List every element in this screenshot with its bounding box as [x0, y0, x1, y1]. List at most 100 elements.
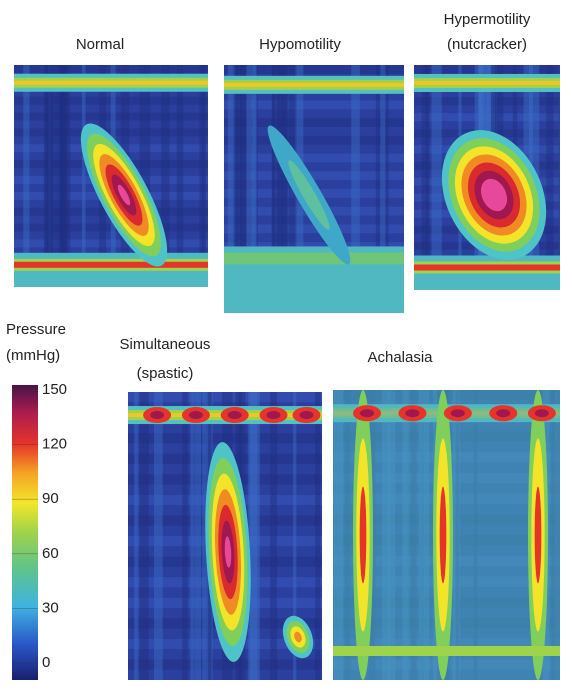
texture — [14, 239, 208, 248]
colorbar-tick-label: 120 — [42, 436, 67, 453]
texture — [224, 135, 404, 145]
band — [14, 80, 208, 85]
manometry-plot — [14, 65, 208, 287]
colorbar-tick-label: 60 — [42, 545, 59, 562]
texture — [139, 65, 151, 287]
texture — [199, 65, 204, 287]
band — [224, 82, 404, 87]
pressure-contour — [534, 409, 549, 418]
pressure-contour — [117, 184, 131, 206]
texture — [351, 65, 360, 313]
texture — [315, 392, 321, 680]
pressure-contour — [227, 411, 242, 420]
texture — [224, 224, 404, 234]
texture — [272, 65, 283, 313]
colorbar-tick-label: 90 — [42, 490, 59, 507]
texture — [14, 223, 208, 232]
panel-title: (spastic) — [137, 365, 194, 382]
texture — [224, 118, 404, 127]
texture — [43, 65, 53, 287]
texture — [48, 65, 52, 287]
texture — [194, 392, 202, 680]
texture — [271, 65, 275, 313]
band — [414, 264, 560, 271]
texture — [254, 65, 258, 313]
pressure-contour — [487, 186, 501, 204]
texture — [224, 65, 404, 74]
texture — [381, 65, 389, 313]
texture — [239, 65, 246, 313]
texture — [57, 65, 65, 287]
pressure-contour — [294, 631, 302, 643]
texture — [224, 171, 404, 181]
pressure-contour — [439, 486, 447, 584]
texture — [270, 392, 278, 680]
texture — [202, 65, 207, 287]
texture — [23, 65, 30, 287]
band — [14, 261, 208, 268]
texture — [246, 65, 256, 313]
pressure-contour — [360, 409, 375, 418]
texture — [421, 65, 428, 290]
panel-title: Normal — [76, 36, 124, 53]
texture — [60, 65, 71, 287]
colorbar-title: (mmHg) — [6, 347, 60, 364]
texture — [558, 65, 560, 290]
panel-title: Achalasia — [367, 349, 433, 366]
panel-title: Hypermotility — [444, 11, 531, 28]
texture — [182, 392, 188, 680]
texture — [380, 65, 386, 313]
texture — [249, 392, 260, 680]
colorbar-tick-label: 30 — [42, 599, 59, 616]
panel-title: Simultaneous — [120, 336, 211, 353]
texture — [134, 392, 139, 680]
texture — [253, 65, 257, 313]
texture — [224, 100, 404, 110]
pressure-contour — [359, 486, 367, 584]
pressure-contour — [450, 409, 465, 418]
texture — [227, 65, 236, 313]
texture — [47, 65, 58, 287]
texture — [375, 65, 380, 313]
colorbar-tick-label: 0 — [42, 654, 50, 671]
band — [333, 646, 560, 656]
texture — [128, 433, 322, 444]
manometry-plot — [224, 65, 404, 313]
manometry-plot — [333, 390, 560, 680]
texture — [233, 65, 239, 313]
texture — [282, 65, 289, 313]
texture — [44, 65, 53, 287]
texture — [14, 65, 208, 73]
texture — [139, 392, 149, 680]
texture — [277, 65, 287, 313]
texture — [431, 65, 442, 290]
texture — [14, 128, 208, 137]
panel-title: (nutcracker) — [447, 36, 527, 53]
texture — [59, 65, 67, 287]
texture — [546, 65, 554, 290]
band — [224, 252, 404, 265]
texture — [128, 659, 322, 670]
texture — [235, 65, 242, 313]
colorbar-tick-label: 150 — [42, 381, 67, 398]
texture — [293, 392, 297, 680]
texture — [81, 65, 86, 287]
pressure-contour — [288, 160, 330, 230]
texture — [414, 97, 560, 106]
texture — [558, 65, 560, 290]
texture — [14, 96, 208, 105]
texture — [161, 65, 170, 287]
manometry-plot — [128, 392, 322, 680]
texture — [248, 392, 258, 680]
texture — [240, 65, 252, 313]
pressure-contour — [188, 411, 203, 420]
pressure-contour — [266, 411, 281, 420]
pressure-contour — [150, 411, 165, 420]
texture — [190, 392, 195, 680]
texture — [14, 112, 208, 121]
colorbar-title: Pressure — [6, 321, 66, 338]
pressure-contour — [405, 409, 420, 418]
texture — [414, 65, 560, 74]
texture — [176, 65, 184, 287]
